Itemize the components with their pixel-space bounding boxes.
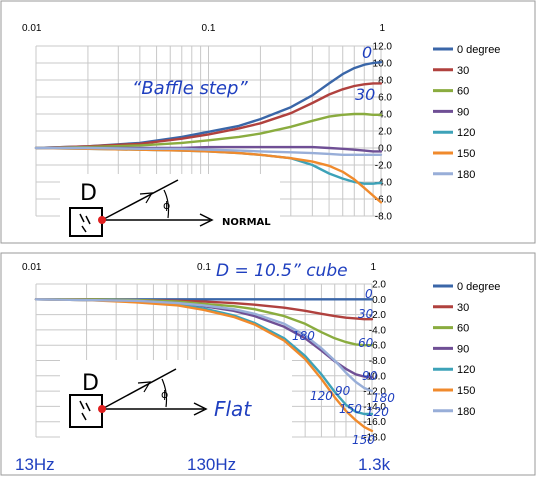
y-tick-label: -12.0	[363, 387, 386, 398]
bottom-curve-label-120a: 120	[310, 389, 333, 403]
y-tick-label: -2.0	[375, 161, 393, 172]
top-driver-icon	[79, 213, 91, 233]
legend-entry: 60	[457, 86, 469, 98]
top-phi-symbol: ϕ	[163, 199, 170, 212]
series-line-60	[34, 112, 383, 150]
y-tick-label: 0.0	[378, 144, 392, 155]
y-tick-label: 10.0	[373, 59, 393, 70]
legend-entry: 120	[457, 364, 475, 376]
freq-label-13hz: 13Hz	[15, 455, 55, 474]
bottom-diagram-letter: D	[82, 371, 99, 396]
y-tick-label: -18.0	[363, 433, 386, 444]
freq-label-130hz: 130Hz	[187, 455, 236, 474]
bottom-source-point	[98, 405, 106, 413]
y-tick-label: -8.0	[369, 356, 387, 367]
baffle-step-title: “Baffle step”	[132, 78, 248, 99]
y-tick-label: -6.0	[369, 341, 387, 352]
bottom-curve-label-30: 30	[358, 307, 374, 321]
bottom-normal-arrow-icon	[193, 402, 208, 416]
series-line-150	[34, 146, 383, 204]
legend-entry: 60	[457, 323, 469, 335]
legend-entry: 90	[457, 106, 469, 118]
legend-entry: 120	[457, 127, 475, 139]
top-diagram-letter: D	[80, 181, 97, 206]
series-line-30	[34, 82, 383, 150]
top-angle-arc	[163, 189, 170, 219]
legend-entry: 30	[457, 302, 469, 314]
bottom-curve-label-60: 60	[358, 336, 374, 350]
bottom-curve-label-150a: 150	[339, 402, 362, 416]
legend-entry: 30	[457, 65, 469, 77]
legend-entry: 180	[457, 169, 475, 181]
y-tick-label: -14.0	[363, 402, 386, 413]
y-tick-label: 12.0	[373, 42, 393, 53]
x-tick-label: 1	[379, 23, 385, 34]
bottom-curve-label-90b: 90	[335, 384, 351, 398]
legend-entry: 150	[457, 385, 475, 397]
bottom-angle-arc	[161, 378, 168, 408]
top-speaker-diagram: D ϕ NORMAL	[60, 174, 280, 238]
legend-entry: 180	[457, 406, 475, 418]
legend-entry: 0 degree	[457, 281, 500, 293]
bottom-diagram-text: Flat	[214, 397, 252, 421]
bottom-phi-symbol: ϕ	[161, 388, 168, 401]
bottom-angle-arrow-icon	[137, 381, 152, 393]
legend-entry: 150	[457, 148, 475, 160]
bottom-curve-label-90a: 90	[362, 369, 378, 383]
bottom-curve-label-0: 0	[365, 287, 373, 301]
y-tick-label: -8.0	[375, 212, 393, 223]
x-tick-label: 0.1	[197, 262, 211, 273]
bottom-curve-label-120b: 120	[366, 405, 389, 419]
top-angle-ray	[101, 179, 179, 221]
y-tick-label: 2.0	[372, 280, 386, 291]
y-tick-label: 0.0	[372, 295, 386, 306]
y-tick-label: -10.0	[363, 371, 386, 382]
y-tick-label: -4.0	[369, 325, 387, 336]
y-tick-label: -6.0	[375, 195, 393, 206]
series-line-180	[34, 298, 374, 393]
top-normal-arrow-icon	[199, 213, 214, 227]
bottom-angle-ray	[101, 368, 177, 410]
series-line-150	[34, 298, 374, 433]
curve-label-0: 0	[362, 43, 372, 62]
x-tick-label: 0.01	[22, 262, 42, 273]
cube-title: D = 10.5” cube	[216, 261, 348, 281]
y-tick-label: -2.0	[369, 310, 387, 321]
y-tick-label: 4.0	[378, 110, 392, 121]
y-tick-label: 8.0	[378, 76, 392, 87]
y-tick-label: -16.0	[363, 417, 386, 428]
y-tick-label: 2.0	[378, 127, 392, 138]
x-tick-label: 0.1	[202, 23, 216, 34]
bottom-speaker-diagram: D ϕ Flat	[60, 360, 292, 442]
bottom-curve-label-180a: 180	[292, 329, 315, 343]
top-angle-arrow-icon	[139, 192, 154, 204]
bottom-driver-icon	[79, 400, 91, 421]
legend-entry: 90	[457, 343, 469, 355]
y-tick-label: 6.0	[378, 93, 392, 104]
x-tick-label: 1	[370, 262, 376, 273]
y-tick-label: -4.0	[375, 178, 393, 189]
freq-label-1-3k: 1.3k	[358, 455, 391, 474]
top-source-point	[98, 216, 106, 224]
x-tick-label: 0.01	[22, 23, 42, 34]
legend-entry: 0 degree	[457, 44, 500, 56]
top-diagram-text: NORMAL	[222, 217, 271, 228]
series-line-180	[34, 146, 383, 157]
curve-label-30: 30	[355, 85, 375, 104]
bottom-curve-label-150b: 150	[352, 433, 375, 447]
bottom-curve-label-180b: 180	[372, 391, 395, 405]
